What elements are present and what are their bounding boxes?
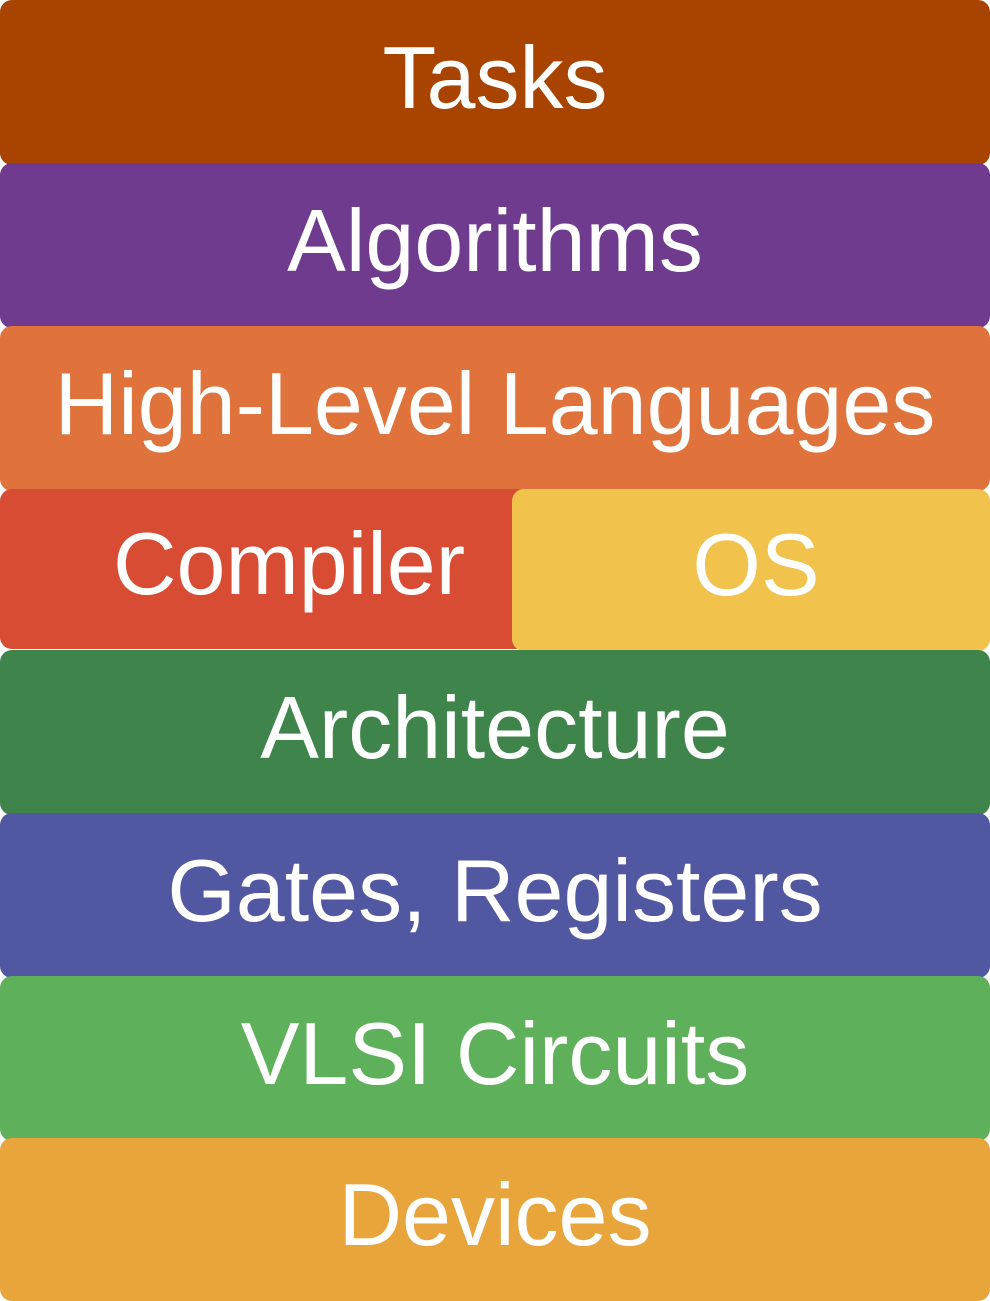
layer-tasks: Tasks xyxy=(0,0,990,165)
layer-high-level-languages: High-Level Languages xyxy=(0,326,990,491)
layer-algorithms: Algorithms xyxy=(0,163,990,328)
layer-vlsi-circuits: VLSI Circuits xyxy=(0,976,990,1141)
layer-os: OS xyxy=(512,489,990,651)
layer-architecture: Architecture xyxy=(0,650,990,815)
layer-devices: Devices xyxy=(0,1138,990,1301)
layer-gates-registers: Gates, Registers xyxy=(0,813,990,978)
layer-compiler: Compiler xyxy=(0,489,530,649)
